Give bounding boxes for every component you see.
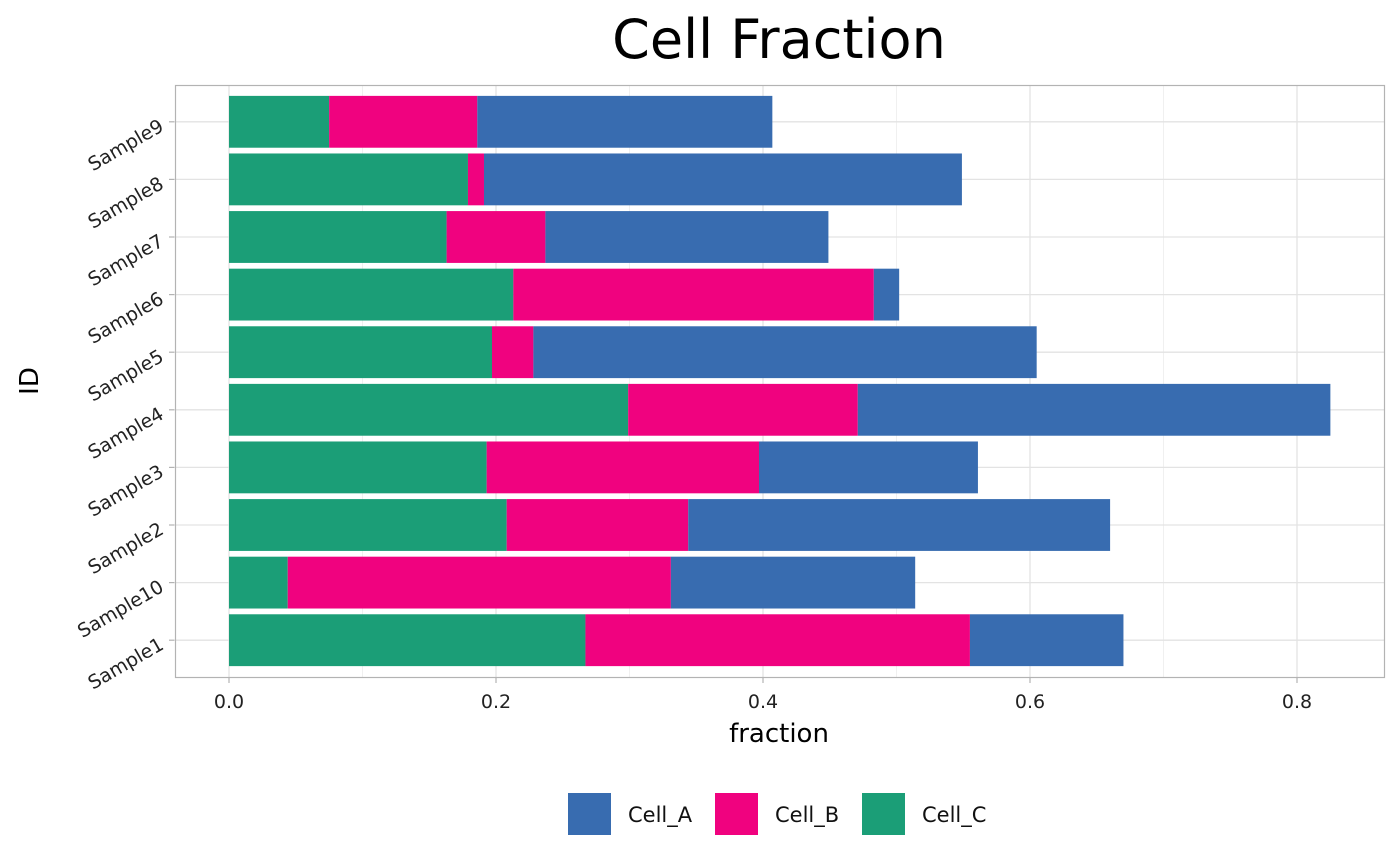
bar-sample9-cell-b bbox=[329, 95, 478, 148]
bar-sample4-cell-c bbox=[229, 383, 629, 436]
legend-label: Cell_A bbox=[628, 803, 693, 828]
bar-sample1-cell-a bbox=[969, 614, 1124, 667]
y-tick-label: Sample7 bbox=[84, 230, 167, 291]
bar-sample5-cell-a bbox=[533, 326, 1037, 379]
bar-sample8-cell-b bbox=[467, 153, 484, 206]
bar-sample10-cell-b bbox=[287, 556, 671, 609]
bar-sample4-cell-b bbox=[628, 383, 858, 436]
legend-label: Cell_C bbox=[922, 803, 986, 828]
bar-sample3-cell-a bbox=[758, 441, 978, 494]
bars bbox=[229, 95, 1331, 667]
bar-sample2-cell-a bbox=[688, 499, 1111, 551]
bar-sample5-cell-b bbox=[491, 326, 534, 379]
bar-sample6-cell-c bbox=[229, 268, 514, 321]
bar-sample1-cell-c bbox=[229, 614, 586, 667]
y-axis-title: ID bbox=[15, 367, 45, 395]
y-tick-label: Sample1 bbox=[84, 633, 167, 694]
bar-sample6-cell-b bbox=[513, 268, 874, 321]
x-axis: 0.0 0.2 0.4 0.6 0.8 bbox=[214, 677, 1312, 713]
bar-sample10-cell-c bbox=[229, 556, 288, 609]
legend-item-cell-c: Cell_C bbox=[862, 793, 986, 835]
legend: Cell_A Cell_B Cell_C bbox=[568, 793, 986, 835]
x-tick-label: 0.4 bbox=[748, 691, 778, 713]
bar-sample2-cell-c bbox=[229, 499, 507, 551]
bar-sample8-cell-a bbox=[483, 153, 962, 206]
bar-sample6-cell-a bbox=[873, 268, 900, 321]
bar-sample10-cell-a bbox=[670, 556, 916, 609]
bar-sample7-cell-b bbox=[446, 211, 546, 263]
y-tick-label: Sample2 bbox=[84, 518, 167, 579]
panel-border bbox=[174, 84, 1386, 679]
x-axis-title: fraction bbox=[729, 719, 829, 749]
bar-sample2-cell-b bbox=[506, 499, 689, 551]
y-tick-label: Sample5 bbox=[84, 345, 167, 406]
bar-sample3-cell-b bbox=[486, 441, 759, 494]
legend-label: Cell_B bbox=[775, 803, 839, 828]
bar-sample4-cell-a bbox=[857, 383, 1331, 436]
bar-sample5-cell-c bbox=[229, 326, 492, 379]
y-tick-label: Sample3 bbox=[84, 461, 167, 522]
legend-item-cell-a: Cell_A bbox=[568, 793, 693, 835]
legend-swatch bbox=[715, 793, 758, 835]
y-tick-label: Sample4 bbox=[84, 403, 167, 464]
legend-item-cell-b: Cell_B bbox=[715, 793, 839, 835]
x-tick-label: 0.6 bbox=[1015, 691, 1045, 713]
bar-sample9-cell-c bbox=[229, 95, 330, 148]
bar-sample3-cell-c bbox=[229, 441, 487, 494]
chart-title: Cell Fraction bbox=[612, 8, 946, 71]
legend-swatch bbox=[862, 793, 905, 835]
bar-sample8-cell-c bbox=[229, 153, 468, 206]
legend-swatch bbox=[568, 793, 611, 835]
y-tick-label: Sample9 bbox=[84, 115, 167, 176]
y-tick-label: Sample6 bbox=[84, 288, 167, 349]
bar-sample9-cell-a bbox=[477, 95, 773, 148]
x-tick-label: 0.0 bbox=[214, 691, 244, 713]
x-tick-label: 0.2 bbox=[481, 691, 511, 713]
bar-sample7-cell-a bbox=[545, 211, 829, 263]
y-tick-label: Sample10 bbox=[74, 576, 168, 643]
bar-sample7-cell-c bbox=[229, 211, 447, 263]
x-tick-label: 0.8 bbox=[1282, 691, 1312, 713]
y-axis: Sample1Sample10Sample2Sample3Sample4Samp… bbox=[74, 115, 175, 694]
y-tick-label: Sample8 bbox=[84, 173, 167, 234]
bar-sample1-cell-b bbox=[585, 614, 970, 667]
